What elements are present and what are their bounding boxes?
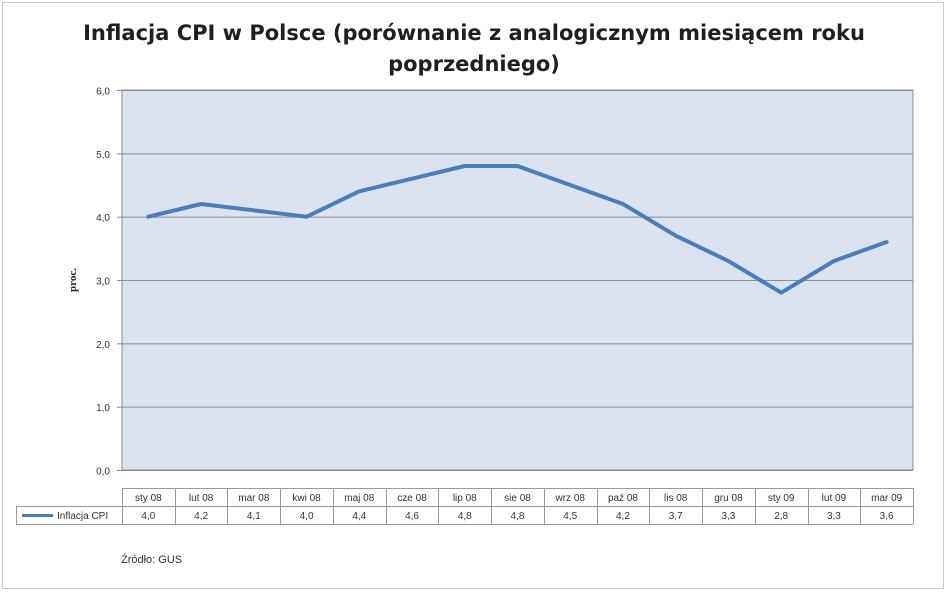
data-label: 4,6 [405, 511, 419, 522]
chart-title: Inflacja CPI w Polsce (porównanie z anal… [0, 18, 948, 80]
x-category-label: lut 08 [189, 493, 214, 504]
gridlines [117, 90, 913, 471]
chart-title-line-2: poprzedniego) [388, 52, 560, 76]
y-tick-label: 3,0 [96, 277, 110, 288]
x-category-label: wrz 08 [555, 493, 586, 504]
data-label: 2,8 [774, 511, 788, 522]
x-category-label: sty 08 [135, 493, 162, 504]
x-category-label: paź 08 [608, 493, 638, 504]
series-line-inflacja-cpi [146, 164, 889, 295]
y-tick-label: 4,0 [96, 213, 110, 224]
y-tick-label: 1,0 [96, 403, 110, 414]
x-category-label: lis 08 [664, 493, 688, 504]
data-table: sty 08 4,0 lut 08 4,2 mar 08 4,1 kwi 08 4,0 maj … [16, 488, 914, 525]
data-label: 4,2 [616, 511, 630, 522]
data-label: 3,3 [827, 511, 841, 522]
data-label: 4,8 [458, 511, 472, 522]
y-tick-label: 2,0 [96, 340, 110, 351]
y-axis-label: proc. [67, 268, 79, 292]
data-label: 4,4 [352, 511, 366, 522]
data-label: 4,0 [300, 511, 314, 522]
x-category-label: kwi 08 [292, 493, 321, 504]
x-category-label: gru 08 [714, 493, 743, 504]
y-axis-tick-labels: 0,0 1,0 2,0 3,0 4,0 5,0 6,0 [96, 87, 110, 478]
data-label: 3,7 [669, 511, 683, 522]
chart-title-line-1: Inflacja CPI w Polsce (porównanie z anal… [83, 21, 865, 45]
data-label: 4,5 [563, 511, 577, 522]
data-label: 4,0 [141, 511, 155, 522]
data-label: 4,8 [511, 511, 525, 522]
data-label: 4,2 [194, 511, 208, 522]
y-tick-label: 6,0 [96, 87, 110, 98]
y-tick-label: 5,0 [96, 150, 110, 161]
x-category-label: sty 09 [768, 493, 795, 504]
x-category-label: mar 08 [238, 493, 270, 504]
x-category-label: cze 08 [397, 493, 427, 504]
data-label: 3,3 [721, 511, 735, 522]
legend-entry-inflacja-cpi: Inflacja CPI [57, 511, 108, 522]
x-category-label: sie 08 [504, 493, 531, 504]
source-note: Źródło: GUS [121, 554, 183, 566]
x-category-label: maj 08 [344, 493, 374, 504]
x-category-label: mar 09 [871, 493, 903, 504]
data-label: 3,6 [880, 511, 894, 522]
x-category-label: lip 08 [453, 493, 477, 504]
x-category-label: lut 09 [822, 493, 847, 504]
y-tick-label: 0,0 [96, 467, 110, 478]
data-label: 4,1 [247, 511, 261, 522]
